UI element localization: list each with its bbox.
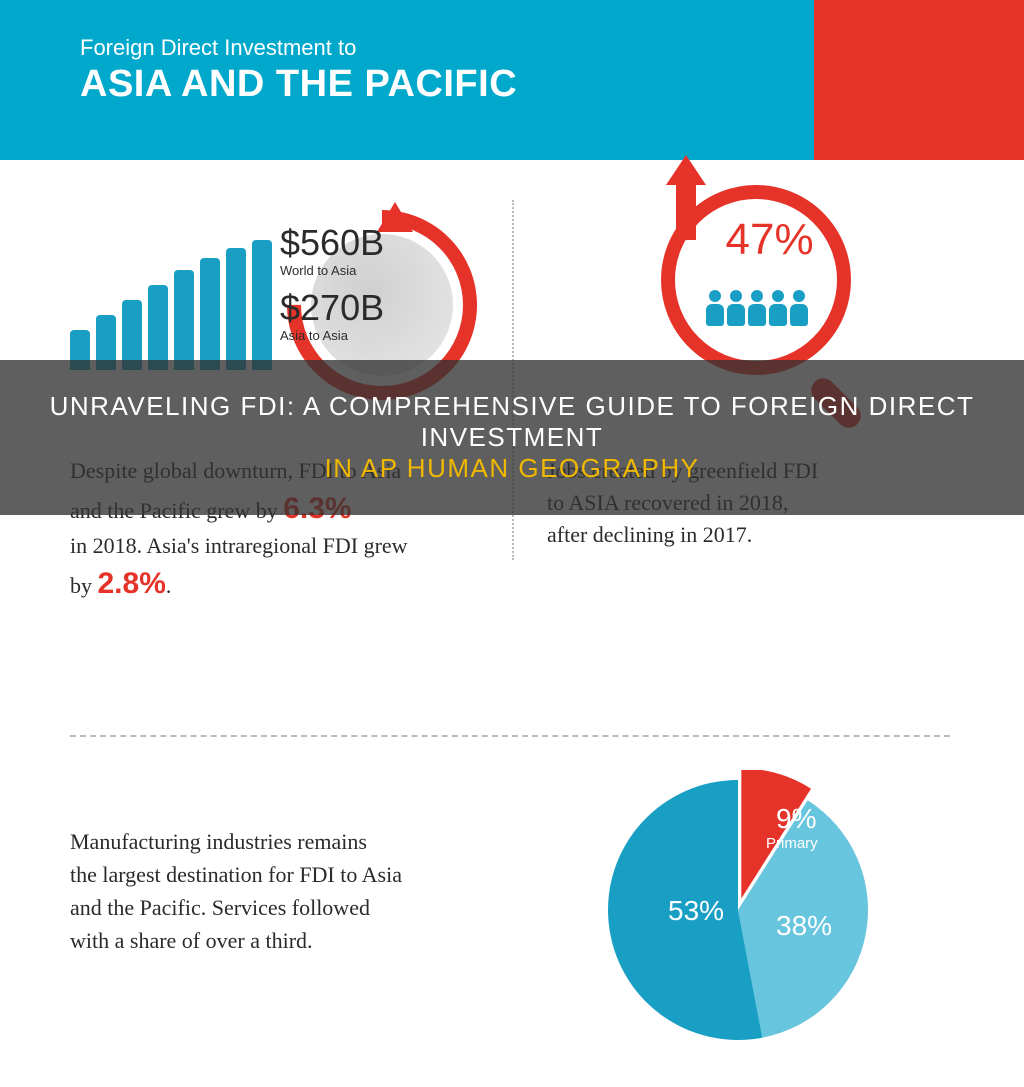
pie-chart: 9%Primary 38% 53%	[525, 770, 950, 1050]
overlay-line-2: INVESTMENT	[421, 422, 604, 453]
header: Foreign Direct Investment to ASIA AND TH…	[0, 0, 1024, 160]
txt: in 2018. Asia's intraregional FDI grew	[70, 533, 408, 558]
stat-label-1: World to Asia	[280, 263, 384, 278]
stat-value-2: $270B	[280, 290, 384, 326]
bar	[200, 258, 220, 370]
magnifier-percent: 47%	[726, 215, 814, 265]
person-icon	[727, 290, 745, 326]
pie-label: 53%	[668, 895, 724, 926]
txt: the largest destination for FDI to Asia	[70, 862, 402, 887]
stat-value-1: $560B	[280, 225, 384, 261]
header-right-accent	[814, 0, 1024, 160]
horizontal-divider	[70, 735, 950, 737]
txt: with a share of over a third.	[70, 928, 313, 953]
header-pretitle: Foreign Direct Investment to	[80, 35, 814, 61]
pie-label: 9%	[776, 803, 816, 834]
person-icon	[769, 290, 787, 326]
globe-stats: $560B World to Asia $270B Asia to Asia	[280, 225, 384, 355]
txt: by	[70, 573, 98, 598]
person-icon	[748, 290, 766, 326]
bar	[252, 240, 272, 370]
overlay-line-3: IN AP HUMAN GEOGRAPHY	[325, 453, 700, 484]
bar	[226, 248, 246, 370]
header-left-panel: Foreign Direct Investment to ASIA AND TH…	[0, 0, 814, 160]
magnifier-ring	[661, 185, 851, 375]
bar	[148, 285, 168, 370]
stat-pct-2: 2.8%	[98, 567, 166, 600]
txt: after declining in 2017.	[547, 522, 752, 547]
title-overlay: UNRAVELING FDI: A COMPREHENSIVE GUIDE TO…	[0, 360, 1024, 515]
pie-sublabel: Primary	[766, 835, 818, 852]
header-title: ASIA AND THE PACIFIC	[80, 63, 814, 106]
txt: and the Pacific. Services followed	[70, 895, 370, 920]
arrow-up-icon	[666, 155, 706, 185]
bar	[174, 270, 194, 370]
infographic-container: Foreign Direct Investment to ASIA AND TH…	[0, 0, 1024, 1087]
bottom-row: Manufacturing industries remains the lar…	[70, 770, 950, 1050]
txt: Manufacturing industries remains	[70, 829, 367, 854]
txt: .	[166, 573, 172, 598]
overlay-line-1: UNRAVELING FDI: A COMPREHENSIVE GUIDE TO…	[50, 391, 975, 422]
person-icon	[790, 290, 808, 326]
people-icon-row	[706, 290, 808, 326]
stat-label-2: Asia to Asia	[280, 328, 384, 343]
bottom-description: Manufacturing industries remains the lar…	[70, 770, 525, 1050]
person-icon	[706, 290, 724, 326]
pie-svg: 9%Primary 38% 53%	[598, 770, 878, 1050]
bar-chart-icon	[70, 240, 272, 370]
pie-label: 38%	[776, 910, 832, 941]
